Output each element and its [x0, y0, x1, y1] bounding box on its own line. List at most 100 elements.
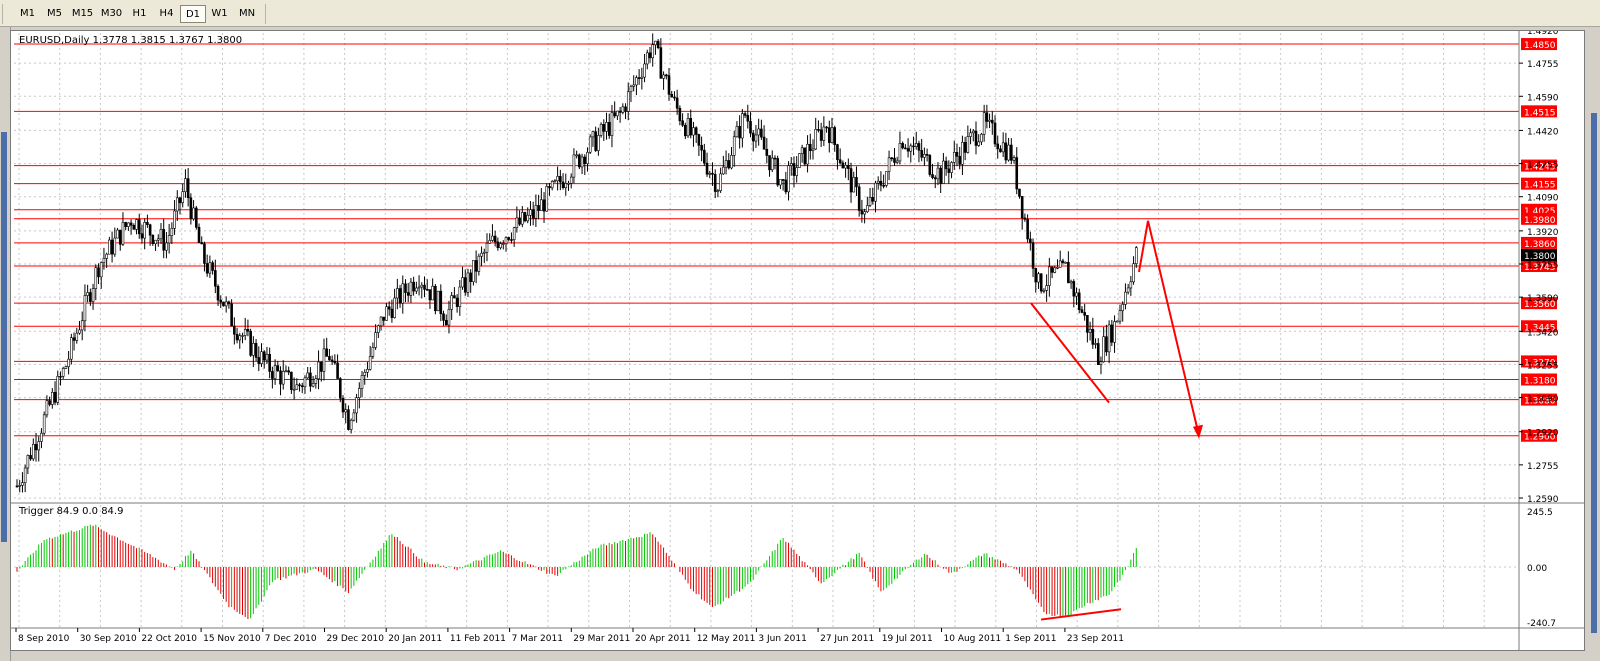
candle-bull [572, 154, 576, 178]
candle-bear [162, 229, 166, 251]
candle-bull [1069, 281, 1073, 284]
level-label-box [1521, 393, 1557, 406]
level-label-box [1521, 105, 1557, 118]
candle-bull [599, 124, 603, 136]
candle-bull [1012, 157, 1016, 161]
scroll-thumb[interactable] [1591, 113, 1597, 633]
candle-bull [988, 119, 991, 122]
candle-bull [80, 320, 84, 331]
candle-bear [1110, 324, 1114, 343]
candle-bull [591, 131, 595, 138]
date-label: 11 Feb 2011 [450, 634, 506, 644]
timeframe-h1-button[interactable]: H1 [132, 8, 147, 19]
candle-bull [863, 211, 866, 215]
candle-bull [67, 358, 70, 367]
candle-bull [1088, 328, 1092, 333]
candle-bear [760, 128, 763, 138]
candle-bear [423, 284, 426, 290]
candle-bull [349, 419, 353, 430]
candle-bull [640, 76, 644, 79]
candle-bear [893, 157, 896, 163]
candle-bull [83, 295, 87, 322]
candle-bear [784, 179, 788, 193]
arrow-path-annotation[interactable] [1138, 220, 1200, 436]
candle-bull [651, 44, 655, 59]
chart-window[interactable]: 1.4850 1.4515 1.4245 1.4155 1.4025 1.3980 1.38… [10, 30, 1585, 651]
timeframe-m15-button[interactable]: M15 [71, 8, 94, 19]
candle-bear [205, 263, 209, 274]
timeframe-w1-button[interactable]: W1 [211, 8, 228, 19]
candle-bull [1113, 321, 1116, 343]
divergence-line-annotation[interactable] [1040, 608, 1122, 621]
candle-bear [746, 115, 750, 122]
main-chart-header: EURUSD,Daily 1.3778 1.3815 1.3767 1.3800 [19, 35, 242, 46]
candle-bear [667, 75, 671, 95]
candle-bull [1064, 261, 1067, 264]
price-tick-label: 1.4920 [1527, 31, 1559, 37]
candle-bear [917, 143, 921, 151]
candle-bear [34, 444, 38, 451]
trendline-annotation[interactable] [1030, 302, 1110, 404]
candle-bull [1094, 343, 1097, 345]
candle-bull [37, 441, 41, 451]
candle-bull [181, 191, 185, 204]
candle-bear [906, 148, 910, 152]
candle-bear [1091, 328, 1095, 345]
candle-bull [1115, 320, 1119, 323]
candle-bear [330, 359, 334, 362]
date-label: 7 Dec 2010 [265, 634, 317, 644]
candle-bull [303, 377, 307, 388]
candle-bear [110, 239, 114, 255]
candle-bull [966, 136, 970, 153]
date-label: 30 Sep 2010 [80, 634, 137, 644]
timeframe-m30-button[interactable]: M30 [100, 8, 123, 19]
candle-bear [613, 112, 616, 117]
candle-bull [355, 397, 358, 414]
candle-bull [45, 400, 49, 416]
candle-bear [974, 130, 978, 146]
candle-bull [466, 272, 470, 293]
candle-bull [521, 212, 524, 225]
candle-bull [458, 286, 462, 307]
price-tick-label: 1.2755 [1527, 462, 1559, 472]
toolbar-separator [2, 4, 3, 24]
grid [14, 33, 1519, 627]
candle-bear [860, 210, 864, 215]
candle-bear [469, 272, 472, 283]
candle-bear [803, 147, 807, 165]
candle-bull [154, 239, 157, 244]
candle-bull [798, 153, 801, 168]
candle-bull [1099, 361, 1103, 365]
candle-bear [137, 219, 141, 235]
candle-bear [140, 233, 144, 239]
timeframe-h4-button[interactable]: H4 [159, 8, 174, 19]
candle-bull [605, 122, 608, 132]
indicator-tick-label: 245.5 [1527, 508, 1553, 518]
timeframe-m5-button[interactable]: M5 [47, 8, 62, 19]
annotations[interactable] [1030, 220, 1203, 621]
candle-bull [241, 335, 244, 337]
level-label-box [1521, 159, 1557, 172]
candle-bull [184, 178, 187, 192]
candle-bear [72, 337, 76, 341]
candle-bear [996, 143, 1000, 150]
candle-bull [105, 253, 108, 259]
candle-bear [390, 308, 394, 318]
candle-bull [51, 392, 54, 405]
candle-bull [170, 227, 174, 236]
right-scrollbar[interactable] [1588, 27, 1600, 661]
candle-bear [132, 225, 136, 230]
timeframe-m1-button[interactable]: M1 [20, 8, 35, 19]
candle-bull [787, 165, 790, 193]
candle-bull [273, 365, 277, 379]
level-label-box [1521, 373, 1557, 386]
candle-bull [42, 414, 46, 434]
candle-bull [1121, 304, 1124, 312]
candle-bull [735, 126, 739, 138]
level-label: 1.3180 [1524, 376, 1556, 386]
timeframe-mn-button[interactable]: MN [238, 8, 256, 19]
date-label: 3 Jun 2011 [758, 634, 806, 644]
timeframe-d1-button[interactable]: D1 [180, 5, 206, 23]
